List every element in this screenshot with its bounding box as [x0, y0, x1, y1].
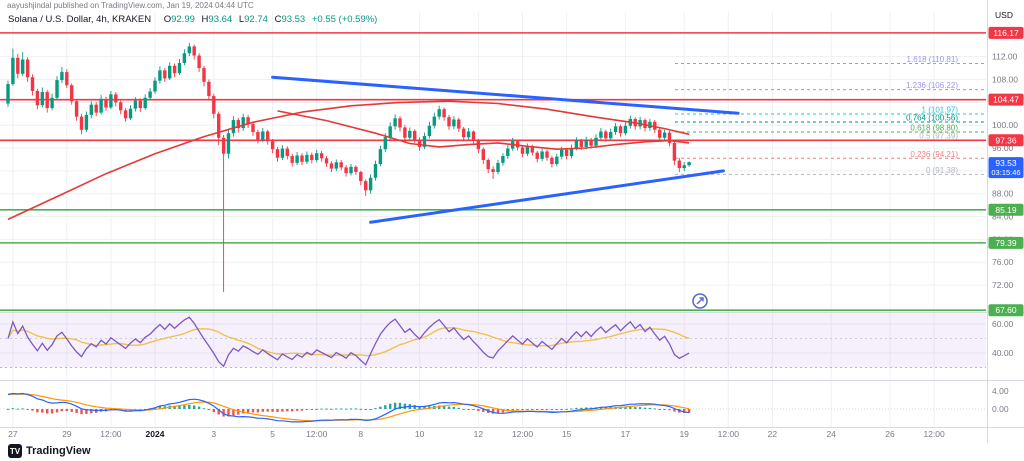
svg-text:26: 26 [885, 429, 895, 439]
tradingview-logo[interactable]: TV TradingView [8, 444, 91, 458]
svg-text:10: 10 [415, 429, 425, 439]
price-levels[interactable] [0, 32, 986, 312]
svg-text:100.00: 100.00 [992, 120, 1018, 130]
svg-text:12:00: 12:00 [306, 429, 328, 439]
svg-text:12:00: 12:00 [100, 429, 122, 439]
rsi-pane[interactable] [7, 316, 690, 368]
trend-lines[interactable] [271, 75, 740, 224]
svg-text:17: 17 [621, 429, 631, 439]
low-label: L [238, 14, 245, 25]
svg-text:112.00: 112.00 [992, 52, 1018, 62]
tradingview-logo-text: TradingView [26, 445, 91, 457]
close-value: 93.53 [281, 14, 306, 25]
open-value: 92.99 [171, 14, 195, 25]
svg-text:96.00: 96.00 [992, 143, 1014, 153]
attribution-text: aayushjindal published on TradingView.co… [7, 1, 254, 10]
svg-text:40.00: 40.00 [992, 348, 1014, 358]
price-badge: 116.17 [988, 26, 1024, 39]
svg-text:76.00: 76.00 [992, 257, 1014, 267]
svg-text:27: 27 [8, 429, 18, 439]
descending-resistance [271, 75, 740, 115]
macd-signal-line [7, 393, 690, 422]
svg-text:108.00: 108.00 [992, 75, 1018, 85]
price-badge: 97.36 [988, 134, 1024, 147]
fib-label: 0.618 (98.80) [910, 124, 958, 133]
svg-text:67.60: 67.60 [995, 305, 1017, 315]
currency-label: USD [995, 10, 1013, 20]
svg-text:85.19: 85.19 [995, 205, 1017, 215]
close-label: C [274, 14, 282, 25]
low-value: 92.74 [244, 14, 268, 25]
svg-text:8: 8 [358, 429, 363, 439]
svg-text:24: 24 [826, 429, 836, 439]
ascending-support [369, 169, 725, 224]
change-value: +0.55 (+0.59%) [311, 14, 378, 25]
svg-text:60.00: 60.00 [992, 319, 1014, 329]
symbol-title[interactable]: Solana / U.S. Dollar, 4h, KRAKEN [8, 14, 152, 25]
svg-text:3: 3 [211, 429, 216, 439]
svg-text:5: 5 [270, 429, 275, 439]
svg-text:12:00: 12:00 [512, 429, 534, 439]
fib-label: 0.764 (100.56) [906, 114, 958, 123]
fib-label: 0 (91.38) [926, 166, 958, 175]
candlestick-series[interactable] [6, 42, 691, 292]
price-badge: 104.47 [988, 93, 1024, 106]
circle-arrow-icon[interactable] [692, 293, 708, 309]
fib-label: 0.236 (94.21) [910, 150, 958, 159]
tradingview-logo-icon: TV [8, 444, 22, 458]
svg-text:12:00: 12:00 [923, 429, 945, 439]
fib-label: 1.618 (110.81) [907, 55, 959, 64]
fib-label: 1 (101.97) [922, 105, 959, 114]
svg-text:15: 15 [562, 429, 572, 439]
rsi-line [7, 316, 690, 368]
svg-text:88.00: 88.00 [992, 189, 1014, 199]
svg-text:29: 29 [62, 429, 72, 439]
rsi-band [0, 313, 986, 368]
fib-label: 1.236 (106.22) [906, 81, 958, 90]
price-badge: 85.19 [988, 203, 1024, 216]
moving-averages[interactable] [7, 100, 690, 221]
high-value: 93.64 [208, 14, 233, 25]
svg-text:22: 22 [768, 429, 778, 439]
fib-retracement[interactable]: 1.618 (110.81)1.236 (106.22)1 (101.97)0.… [675, 55, 986, 175]
high-label: H [201, 14, 209, 25]
svg-text:72.00: 72.00 [992, 280, 1014, 290]
ma-short [277, 110, 690, 150]
ma-long [7, 100, 690, 221]
price-badge: 67.60 [988, 304, 1024, 317]
svg-text:19: 19 [679, 429, 689, 439]
svg-text:116.17: 116.17 [993, 28, 1019, 38]
svg-text:93.53: 93.53 [995, 158, 1017, 168]
svg-text:4.00: 4.00 [992, 386, 1009, 396]
macd-pane[interactable] [0, 392, 986, 423]
fib-label: 0.5 (97.39) [919, 132, 958, 141]
svg-text:84.00: 84.00 [992, 212, 1014, 222]
svg-text:12: 12 [474, 429, 484, 439]
svg-text:79.39: 79.39 [995, 238, 1017, 248]
bar-countdown: 03:15:46 [991, 168, 1020, 177]
svg-text:12:00: 12:00 [718, 429, 740, 439]
symbol-legend[interactable]: Solana / U.S. Dollar, 4h, KRAKEN O92.99 … [8, 14, 377, 25]
time-axis[interactable]: 27 29 12:00 2024 3 5 12:00 8 10 12 12:00 15 17 19 12:0… [8, 429, 945, 439]
open-label: O [163, 14, 172, 25]
svg-text:104.47: 104.47 [993, 95, 1019, 105]
pane-separators [0, 0, 1024, 443]
svg-text:2024: 2024 [146, 429, 165, 439]
price-badge: 79.39 [988, 236, 1024, 249]
macd-line [7, 392, 690, 423]
svg-text:0.00: 0.00 [992, 404, 1009, 414]
svg-text:97.36: 97.36 [995, 135, 1017, 145]
